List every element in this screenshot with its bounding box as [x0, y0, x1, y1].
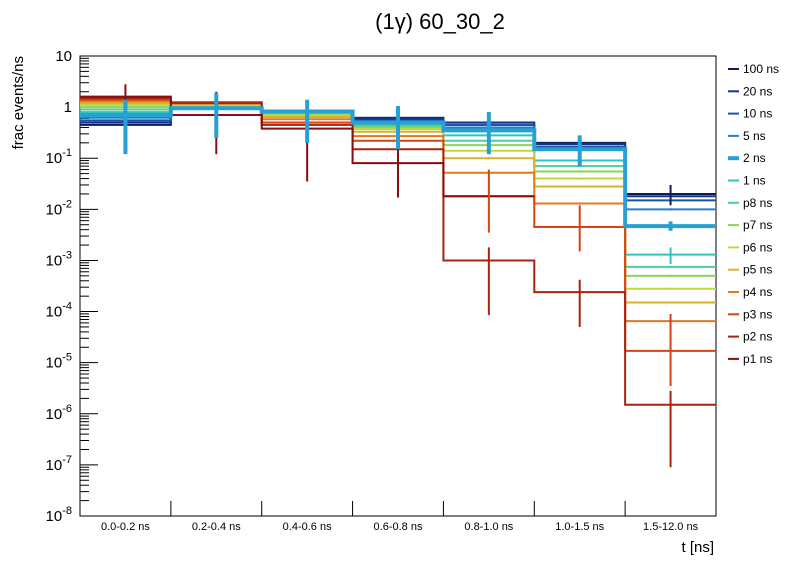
legend-label: 10 ns [743, 107, 772, 121]
y-tick-label: 1 [64, 99, 72, 116]
legend-label: p3 ns [743, 307, 772, 321]
y-tick-label: 10-5 [46, 352, 72, 372]
y-tick-label: 10 [55, 48, 72, 65]
legend-entry: 20 ns [728, 84, 772, 98]
x-axis: 0.0-0.2 ns 0.2-0.4 ns 0.4-0.6 ns 0.6-0.8 ns… [79, 501, 717, 533]
legend-entry: p6 ns [728, 240, 772, 254]
data-point [578, 185, 581, 188]
legend-label: 1 ns [743, 174, 766, 188]
data-point [669, 301, 672, 304]
legend-entry: 10 ns [728, 107, 772, 121]
legend-label: p5 ns [743, 263, 772, 277]
data-point [578, 202, 581, 205]
data-point [578, 177, 581, 180]
legend-entry: 5 ns [728, 129, 766, 143]
legend-entry: p7 ns [728, 218, 772, 232]
legend-label: 5 ns [743, 129, 766, 143]
x-tick-label: 0.8-1.0 ns [464, 521, 513, 533]
y-tick-label: 10-3 [46, 249, 72, 269]
legend: 100 ns 20 ns 10 ns 5 ns 2 ns 1 ns p8 ns p7 ns p6… [728, 62, 779, 366]
y-tick-label: 10-4 [46, 301, 72, 321]
legend-label: p1 ns [743, 352, 772, 366]
legend-entry: 1 ns [728, 174, 766, 188]
legend-entry: p5 ns [728, 263, 772, 277]
y-tick-label: 10-7 [46, 454, 72, 474]
x-tick-label: 0.0-0.2 ns [101, 521, 150, 533]
legend-entry: p2 ns [728, 330, 772, 344]
legend-entry: p4 ns [728, 285, 772, 299]
plot-frame [79, 55, 717, 517]
legend-label: p4 ns [743, 285, 772, 299]
plot-error-bars [123, 84, 673, 468]
data-point [669, 265, 672, 269]
legend-label: p2 ns [743, 330, 772, 344]
legend-entry: 100 ns [728, 62, 779, 76]
y-tick-label: 10-8 [46, 505, 72, 525]
x-tick-label: 0.6-0.8 ns [374, 521, 423, 533]
y-tick-label: 10-1 [46, 147, 72, 167]
legend-label: p6 ns [743, 240, 772, 254]
y-axis-label: frac events/ns [10, 56, 27, 149]
chart-title: (1γ) 60_30_2 [375, 9, 505, 34]
legend-label: 20 ns [743, 84, 772, 98]
x-tick-label: 0.2-0.4 ns [192, 521, 241, 533]
legend-label: p7 ns [743, 218, 772, 232]
legend-label: 100 ns [743, 62, 779, 76]
legend-entry: p8 ns [728, 196, 772, 210]
data-point [487, 157, 491, 160]
legend-entry: 2 ns [728, 151, 766, 165]
data-point [669, 208, 672, 211]
legend-label: p8 ns [743, 196, 772, 210]
legend-label: 2 ns [743, 151, 766, 165]
data-point [669, 274, 672, 278]
legend-entry: p3 ns [728, 307, 772, 321]
data-point [578, 170, 581, 173]
x-tick-label: 1.0-1.5 ns [555, 521, 604, 533]
y-tick-label: 10-2 [46, 198, 72, 218]
legend-entry: p1 ns [728, 352, 772, 366]
data-point [669, 287, 672, 290]
y-axis: 10-8 10-7 10-6 10-5 10-4 10-3 10-2 10-1 1 10 [46, 48, 98, 525]
x-tick-label: 0.4-0.6 ns [283, 521, 332, 533]
x-tick-label: 1.5-12.0 ns [643, 521, 699, 533]
y-tick-label: 10-6 [46, 403, 72, 423]
x-axis-label: t [ns] [681, 539, 714, 556]
